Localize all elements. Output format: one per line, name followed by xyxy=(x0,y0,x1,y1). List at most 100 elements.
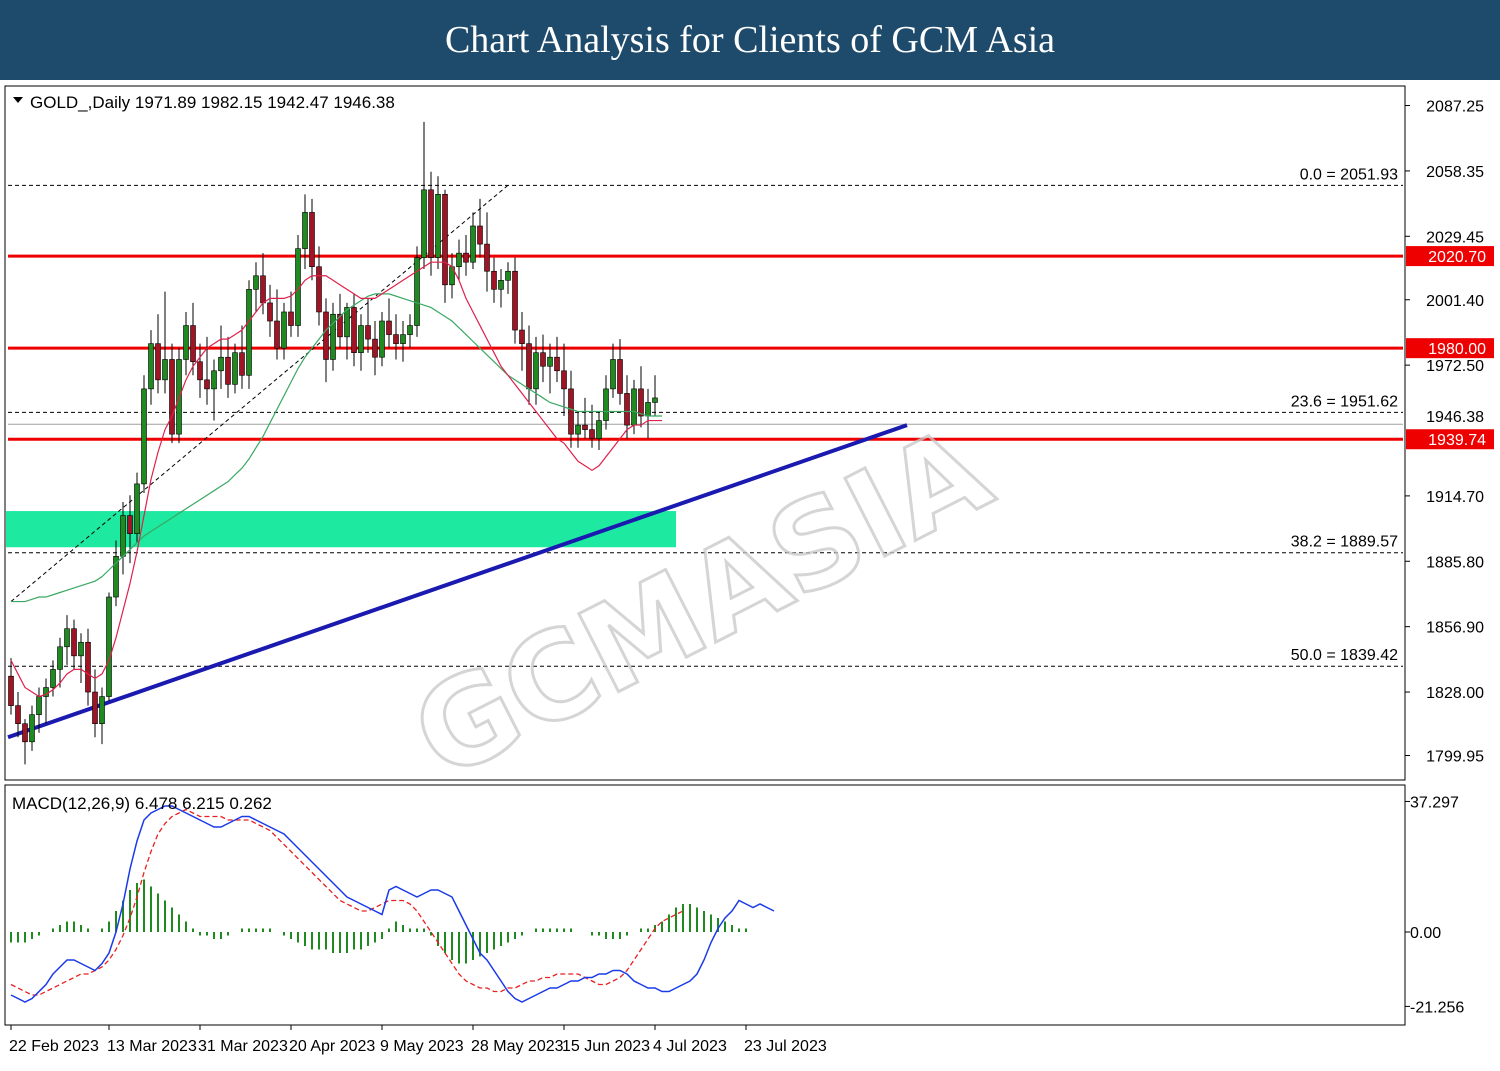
candle-body xyxy=(316,266,322,313)
price-tick-label: 2058.35 xyxy=(1426,164,1484,181)
ma-red-line xyxy=(10,261,662,698)
candle-body xyxy=(218,356,224,372)
fib-level-label: 50.0 = 1839.42 xyxy=(1291,647,1398,664)
support-zone xyxy=(6,511,676,548)
candle-body xyxy=(323,311,329,360)
date-label: 4 Jul 2023 xyxy=(653,1038,727,1055)
candle-body xyxy=(463,252,469,263)
date-label: 28 May 2023 xyxy=(471,1038,564,1055)
candle-body xyxy=(498,279,504,290)
candle-body xyxy=(603,388,609,421)
chart-area: 0.0 = 2051.93 23.6 = 1951.62 38.2 = 1889.5… xyxy=(4,85,1494,1055)
level-tag xyxy=(1406,429,1494,450)
candle-body xyxy=(134,483,140,534)
candle-body xyxy=(568,388,574,435)
candle-body xyxy=(610,359,616,390)
candle-body xyxy=(162,359,168,381)
candle-body xyxy=(78,641,84,657)
price-tick-label: 1972.50 xyxy=(1426,358,1484,375)
candle-body xyxy=(512,270,518,331)
price-tick-label: 1799.95 xyxy=(1426,748,1484,765)
candle-body xyxy=(435,194,441,258)
support-trendline xyxy=(7,423,908,740)
candle-body xyxy=(582,424,588,430)
candle-body xyxy=(85,641,91,693)
candle-body xyxy=(484,243,490,272)
date-label: 9 May 2023 xyxy=(380,1038,464,1055)
price-tick-label: 1856.90 xyxy=(1426,620,1484,637)
date-label: 20 Apr 2023 xyxy=(289,1038,375,1055)
candle-body xyxy=(197,361,203,381)
level-tag xyxy=(1406,338,1494,359)
candle-body xyxy=(141,388,147,485)
price-panel xyxy=(4,85,1406,781)
level-tag xyxy=(1406,246,1494,267)
candle-body xyxy=(211,370,217,390)
candle-body xyxy=(386,320,392,335)
candle-body xyxy=(36,696,42,715)
candle-body xyxy=(456,252,462,268)
candle-body xyxy=(155,343,161,381)
candle-body xyxy=(379,320,385,358)
fib-level-label: 23.6 = 1951.62 xyxy=(1291,393,1398,410)
candle-body xyxy=(477,225,483,245)
candle-body xyxy=(309,212,315,268)
candle-body xyxy=(365,325,371,340)
title-banner: Chart Analysis for Clients of GCM Asia xyxy=(0,0,1500,80)
candle-body xyxy=(64,628,70,648)
current-price-label: 1946.38 xyxy=(1426,409,1484,426)
ma-green-line xyxy=(11,293,662,603)
candle-body xyxy=(302,212,308,249)
candle-body xyxy=(57,646,63,670)
candle-body xyxy=(274,320,280,349)
candle-body xyxy=(421,189,427,258)
candle-body xyxy=(190,325,196,363)
candle-body xyxy=(337,313,343,338)
candle-body xyxy=(407,325,413,335)
date-label: 31 Mar 2023 xyxy=(198,1038,288,1055)
candle-body xyxy=(288,311,294,326)
candle-body xyxy=(652,397,658,403)
candle-body xyxy=(414,257,420,326)
macd-tick-label: 37.297 xyxy=(1410,794,1459,811)
candle-body xyxy=(15,705,21,725)
candle-body xyxy=(470,225,476,263)
candle-body xyxy=(113,555,119,598)
candle-body xyxy=(596,420,602,439)
candle-body xyxy=(8,675,14,706)
candle-body xyxy=(29,714,35,743)
candle-body xyxy=(260,275,266,304)
candle-body xyxy=(624,393,630,426)
candle-body xyxy=(393,334,399,344)
macd-tick-label: 0.00 xyxy=(1410,925,1441,942)
candle-body xyxy=(127,515,133,534)
candle-body xyxy=(99,696,105,725)
candle-body xyxy=(645,402,651,417)
candle-body xyxy=(330,313,336,360)
macd-line xyxy=(10,805,775,1003)
macd-panel xyxy=(4,784,1406,1026)
price-tick-label: 2001.40 xyxy=(1426,293,1484,310)
candle-body xyxy=(148,343,154,390)
candle-body xyxy=(50,669,56,688)
dropdown-icon[interactable] xyxy=(13,97,23,103)
date-label: 23 Jul 2023 xyxy=(744,1038,827,1055)
candle-body xyxy=(106,596,112,697)
candle-body xyxy=(358,325,364,353)
candle-body xyxy=(526,343,532,390)
date-label: 15 Jun 2023 xyxy=(562,1038,650,1055)
candle-body xyxy=(204,379,210,390)
candle-body xyxy=(638,388,644,417)
candle-body xyxy=(183,325,189,360)
candle-body xyxy=(575,424,581,435)
macd-label: MACD(12,26,9) 6.478 6.215 0.262 xyxy=(12,794,272,813)
candle-body xyxy=(92,691,98,725)
candle-body xyxy=(232,352,238,385)
price-tick-label: 2029.45 xyxy=(1426,229,1484,246)
symbol-header: GOLD_,Daily 1971.89 1982.15 1942.47 1946… xyxy=(30,93,395,112)
candle-body xyxy=(253,275,259,290)
candle-body xyxy=(428,189,434,258)
candle-body xyxy=(225,356,231,385)
candle-body xyxy=(540,352,546,367)
level-tag-label: 1939.74 xyxy=(1428,432,1486,449)
